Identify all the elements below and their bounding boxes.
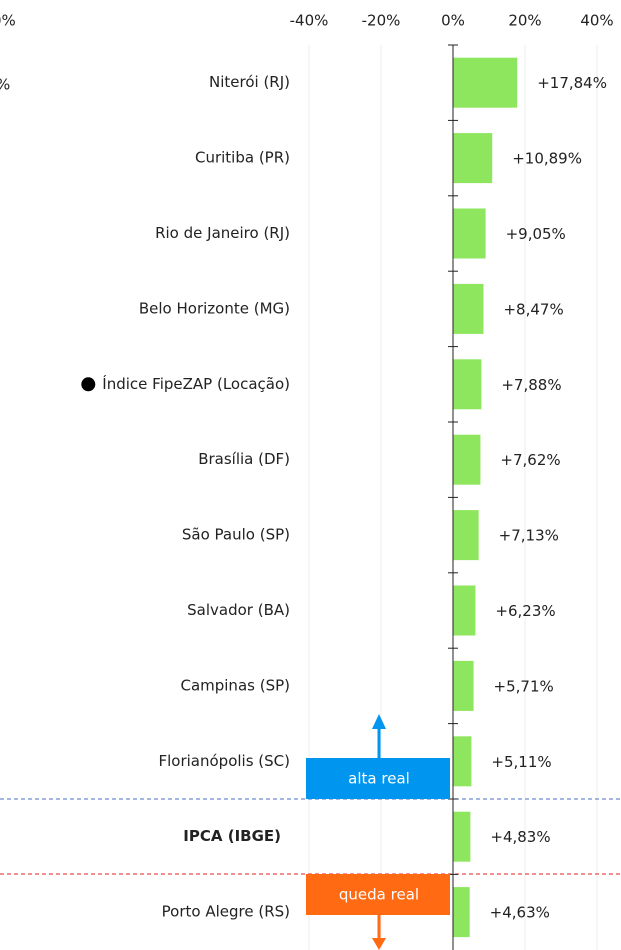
- bar: [453, 811, 471, 862]
- value-label: +4,83%: [490, 828, 550, 846]
- value-label: +5,71%: [494, 677, 554, 695]
- value-label: +7,88%: [501, 376, 561, 394]
- bar: [453, 585, 476, 636]
- annotation-text: alta real: [348, 770, 410, 788]
- annotation-arrowhead: [372, 714, 386, 729]
- bar: [453, 283, 484, 334]
- category-label: IPCA (IBGE): [183, 827, 281, 845]
- category-label: Florianópolis (SC): [159, 752, 291, 770]
- legend-dot: [81, 377, 96, 392]
- bar: [453, 133, 493, 184]
- category-label: Niterói (RJ): [209, 73, 290, 91]
- category-label: Campinas (SP): [180, 676, 290, 694]
- value-label: +6,23%: [495, 602, 555, 620]
- cropped-text: 0%: [0, 12, 16, 30]
- annotation-arrowhead: [372, 938, 386, 950]
- value-label: +10,89%: [512, 150, 582, 168]
- bar: [453, 887, 470, 938]
- category-label: Rio de Janeiro (RJ): [155, 224, 290, 242]
- category-label: Porto Alegre (RS): [162, 903, 290, 921]
- x-tick-label: 0%: [441, 12, 465, 30]
- category-label: Belo Horizonte (MG): [139, 299, 290, 317]
- value-label: +4,63%: [490, 904, 550, 922]
- x-tick-label: 20%: [508, 12, 541, 30]
- annotation-text: queda real: [339, 886, 419, 904]
- x-tick-label: -40%: [290, 12, 329, 30]
- annotation-box: [306, 758, 450, 799]
- bar: [453, 510, 479, 561]
- category-label: Índice FipeZAP (Locação): [102, 374, 290, 393]
- value-label: +7,13%: [499, 527, 559, 545]
- category-label: São Paulo (SP): [182, 526, 290, 544]
- bar: [453, 359, 482, 410]
- cropped-text: %: [0, 76, 10, 94]
- bar: [453, 660, 474, 711]
- bar: [453, 434, 481, 485]
- bar: [453, 57, 518, 108]
- bar: [453, 736, 472, 787]
- x-tick-label: -20%: [362, 12, 401, 30]
- category-label: Curitiba (PR): [195, 149, 290, 167]
- value-label: +8,47%: [503, 300, 563, 318]
- category-label: Brasília (DF): [198, 450, 290, 468]
- value-label: +17,84%: [537, 74, 607, 92]
- value-label: +5,11%: [491, 753, 551, 771]
- annotation-box: [306, 874, 450, 915]
- value-label: +9,05%: [506, 225, 566, 243]
- value-label: +7,62%: [500, 451, 560, 469]
- bar: [453, 208, 486, 259]
- x-tick-label: 40%: [580, 12, 613, 30]
- category-label: Salvador (BA): [187, 601, 290, 619]
